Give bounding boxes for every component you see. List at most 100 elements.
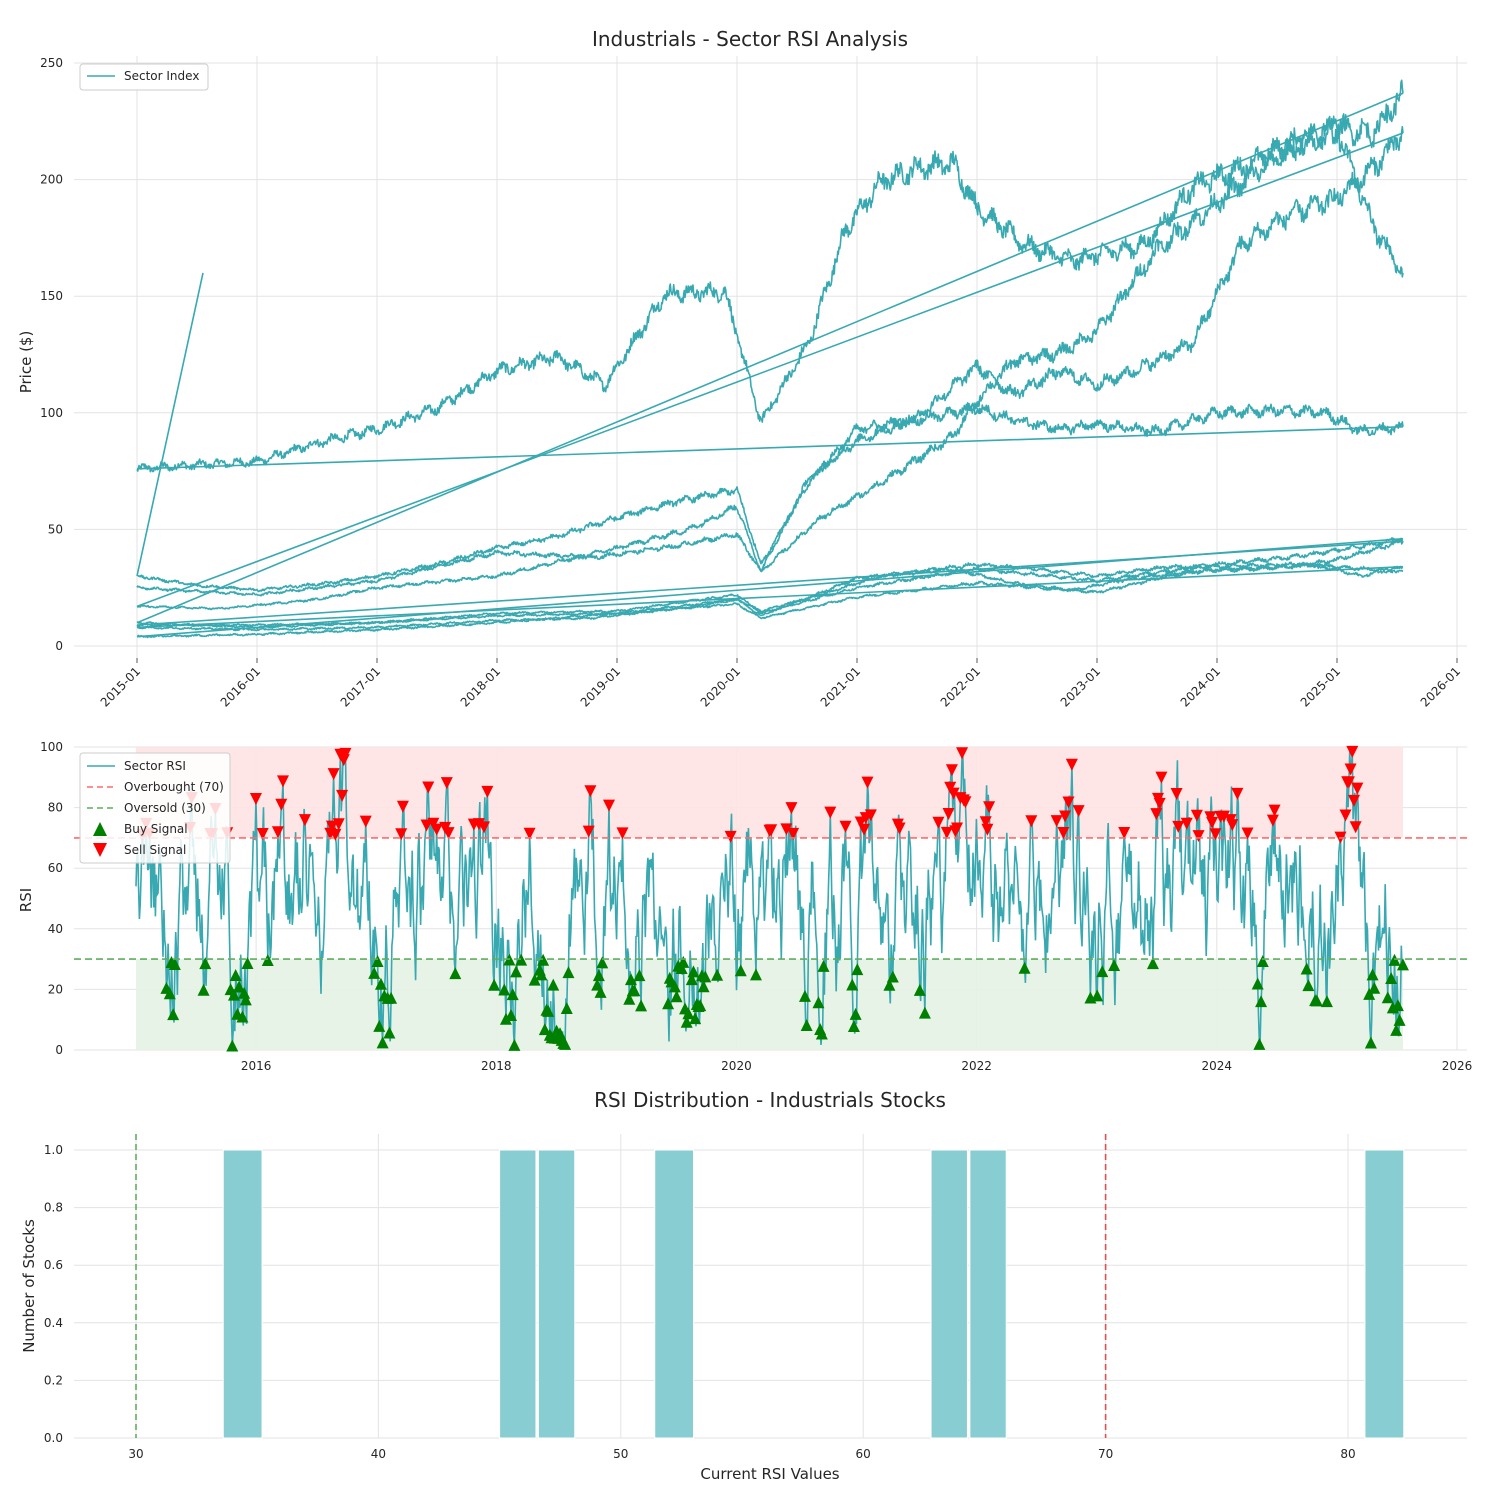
histogram-bar — [1364, 1149, 1405, 1439]
buy-signal-marker — [562, 966, 575, 979]
sell-signal-marker — [785, 802, 798, 815]
buy-signal-marker — [559, 1037, 572, 1050]
sell-signal-marker — [780, 823, 793, 836]
price-series-line — [136, 115, 1404, 473]
sell-signal-marker — [942, 807, 955, 820]
rsi-y-tick-label: 80 — [48, 801, 63, 815]
buy-signal-marker — [554, 1027, 567, 1040]
buy-signal-marker — [685, 973, 698, 986]
sell-signal-marker — [787, 827, 800, 840]
price-x-tick-label: 2016-01 — [218, 664, 263, 709]
price-chart-title: Industrials - Sector RSI Analysis — [592, 27, 908, 51]
sell-signal-marker — [1349, 821, 1362, 834]
price-y-axis-label: Price ($) — [17, 331, 35, 394]
buy-signal-marker — [229, 968, 242, 981]
sell-signal-marker — [1150, 808, 1163, 821]
buy-signal-marker — [849, 1007, 862, 1020]
buy-signal-marker — [913, 983, 926, 996]
rsi-zone-fills — [136, 747, 1403, 1050]
sell-signal-marker — [336, 789, 349, 802]
rsi-y-ticks: 0 20 40 60 80 100 — [40, 740, 63, 1057]
buy-signal-marker — [1091, 989, 1104, 1002]
price-legend: Sector Index — [79, 63, 209, 91]
sell-signal-marker — [956, 747, 969, 760]
buy-signal-marker — [515, 953, 528, 966]
buy-signal-marker — [1146, 957, 1159, 970]
distribution-y-tick-label: 1.0 — [44, 1143, 63, 1157]
buy-signal-marker — [488, 978, 501, 991]
sell-signal-marker — [298, 814, 311, 827]
buy-signal-marker — [238, 986, 251, 999]
buy-signal-marker — [734, 964, 747, 977]
price-lines — [136, 79, 1404, 639]
sell-signal-marker — [276, 775, 289, 788]
buy-signal-marker — [680, 1015, 693, 1028]
rsi-y-axis-label: RSI — [17, 888, 35, 912]
rsi-reference-lines — [74, 837, 1467, 960]
sell-signal-marker — [824, 806, 837, 819]
sell-signal-marker — [440, 777, 453, 790]
sell-signal-marker — [1192, 830, 1205, 843]
sell-signal-marker — [979, 816, 992, 829]
sell-signal-marker — [1072, 805, 1085, 818]
buy-signal-marker — [538, 1023, 551, 1036]
sell-signal-marker — [396, 800, 409, 813]
price-x-tick-label: 2024-01 — [1178, 664, 1223, 709]
buy-signal-marker — [815, 1027, 828, 1040]
buy-signal-marker — [633, 969, 646, 982]
rsi-x-tick-label: 2022 — [961, 1059, 992, 1073]
legend-label-overbought: Overbought (70) — [124, 780, 224, 794]
buy-signal-marker — [1018, 961, 1031, 974]
sell-signal-marker — [765, 824, 778, 837]
price-y-tick-label: 100 — [40, 406, 63, 420]
sell-signal-marker — [1059, 810, 1072, 823]
buy-signal-marker — [1255, 995, 1268, 1008]
buy-signal-marker — [510, 965, 523, 978]
buy-signal-marker — [373, 1019, 386, 1032]
rsi-y-tick-label: 40 — [48, 922, 63, 936]
sell-signal-marker — [1057, 827, 1070, 840]
buy-signal-marker — [847, 1020, 860, 1033]
buy-signal-marker — [1302, 979, 1315, 992]
sell-signal-marker — [442, 827, 455, 840]
buy-signal-marker — [1385, 972, 1398, 985]
sell-signal-marker — [329, 828, 342, 841]
distribution-x-tick-label: 50 — [613, 1447, 628, 1461]
buy-signal-marker — [498, 983, 511, 996]
price-series-line — [136, 402, 1404, 593]
buy-signal-marker — [1364, 1036, 1377, 1049]
buy-signal-marker — [918, 1006, 931, 1019]
buy-signal-marker — [547, 978, 560, 991]
buy-signal-marker — [1366, 968, 1379, 981]
buy-signal-marker — [542, 1004, 555, 1017]
price-series-line — [136, 272, 204, 577]
rsi-legend: Sector RSI Overbought (70) Oversold (30)… — [79, 752, 231, 864]
sell-signal-marker — [1226, 819, 1239, 832]
buy-signal-marker — [1096, 965, 1109, 978]
sell-signal-marker — [861, 776, 874, 789]
sell-signal-marker — [1342, 776, 1355, 789]
buy-signal-marker — [596, 956, 609, 969]
buy-signal-marker — [163, 987, 176, 1000]
legend-label-rsi: Sector RSI — [124, 759, 186, 773]
rsi-legend-box — [79, 752, 231, 864]
price-series-line — [136, 562, 1404, 632]
sell-signal-marker — [945, 764, 958, 777]
distribution-x-axis-label: Current RSI Values — [700, 1465, 839, 1483]
sell-signal-marker — [1172, 820, 1185, 833]
price-x-tick-label: 2015-01 — [98, 664, 143, 709]
distribution-bars — [222, 1149, 1405, 1439]
sell-signal-marker — [256, 828, 269, 841]
price-y-tick-label: 0 — [55, 639, 63, 653]
buy-signal-marker — [670, 990, 683, 1003]
price-series-line — [136, 537, 1404, 638]
price-series-line — [136, 92, 1404, 624]
buy-signal-marker — [371, 955, 384, 968]
buy-signal-marker — [239, 993, 252, 1006]
sell-signal-marker — [584, 785, 597, 798]
buy-signal-marker — [168, 957, 181, 970]
sell-signal-marker — [1065, 758, 1078, 771]
legend-label-buy: Buy Signal — [124, 822, 188, 836]
price-x-tick-label: 2018-01 — [458, 664, 503, 709]
